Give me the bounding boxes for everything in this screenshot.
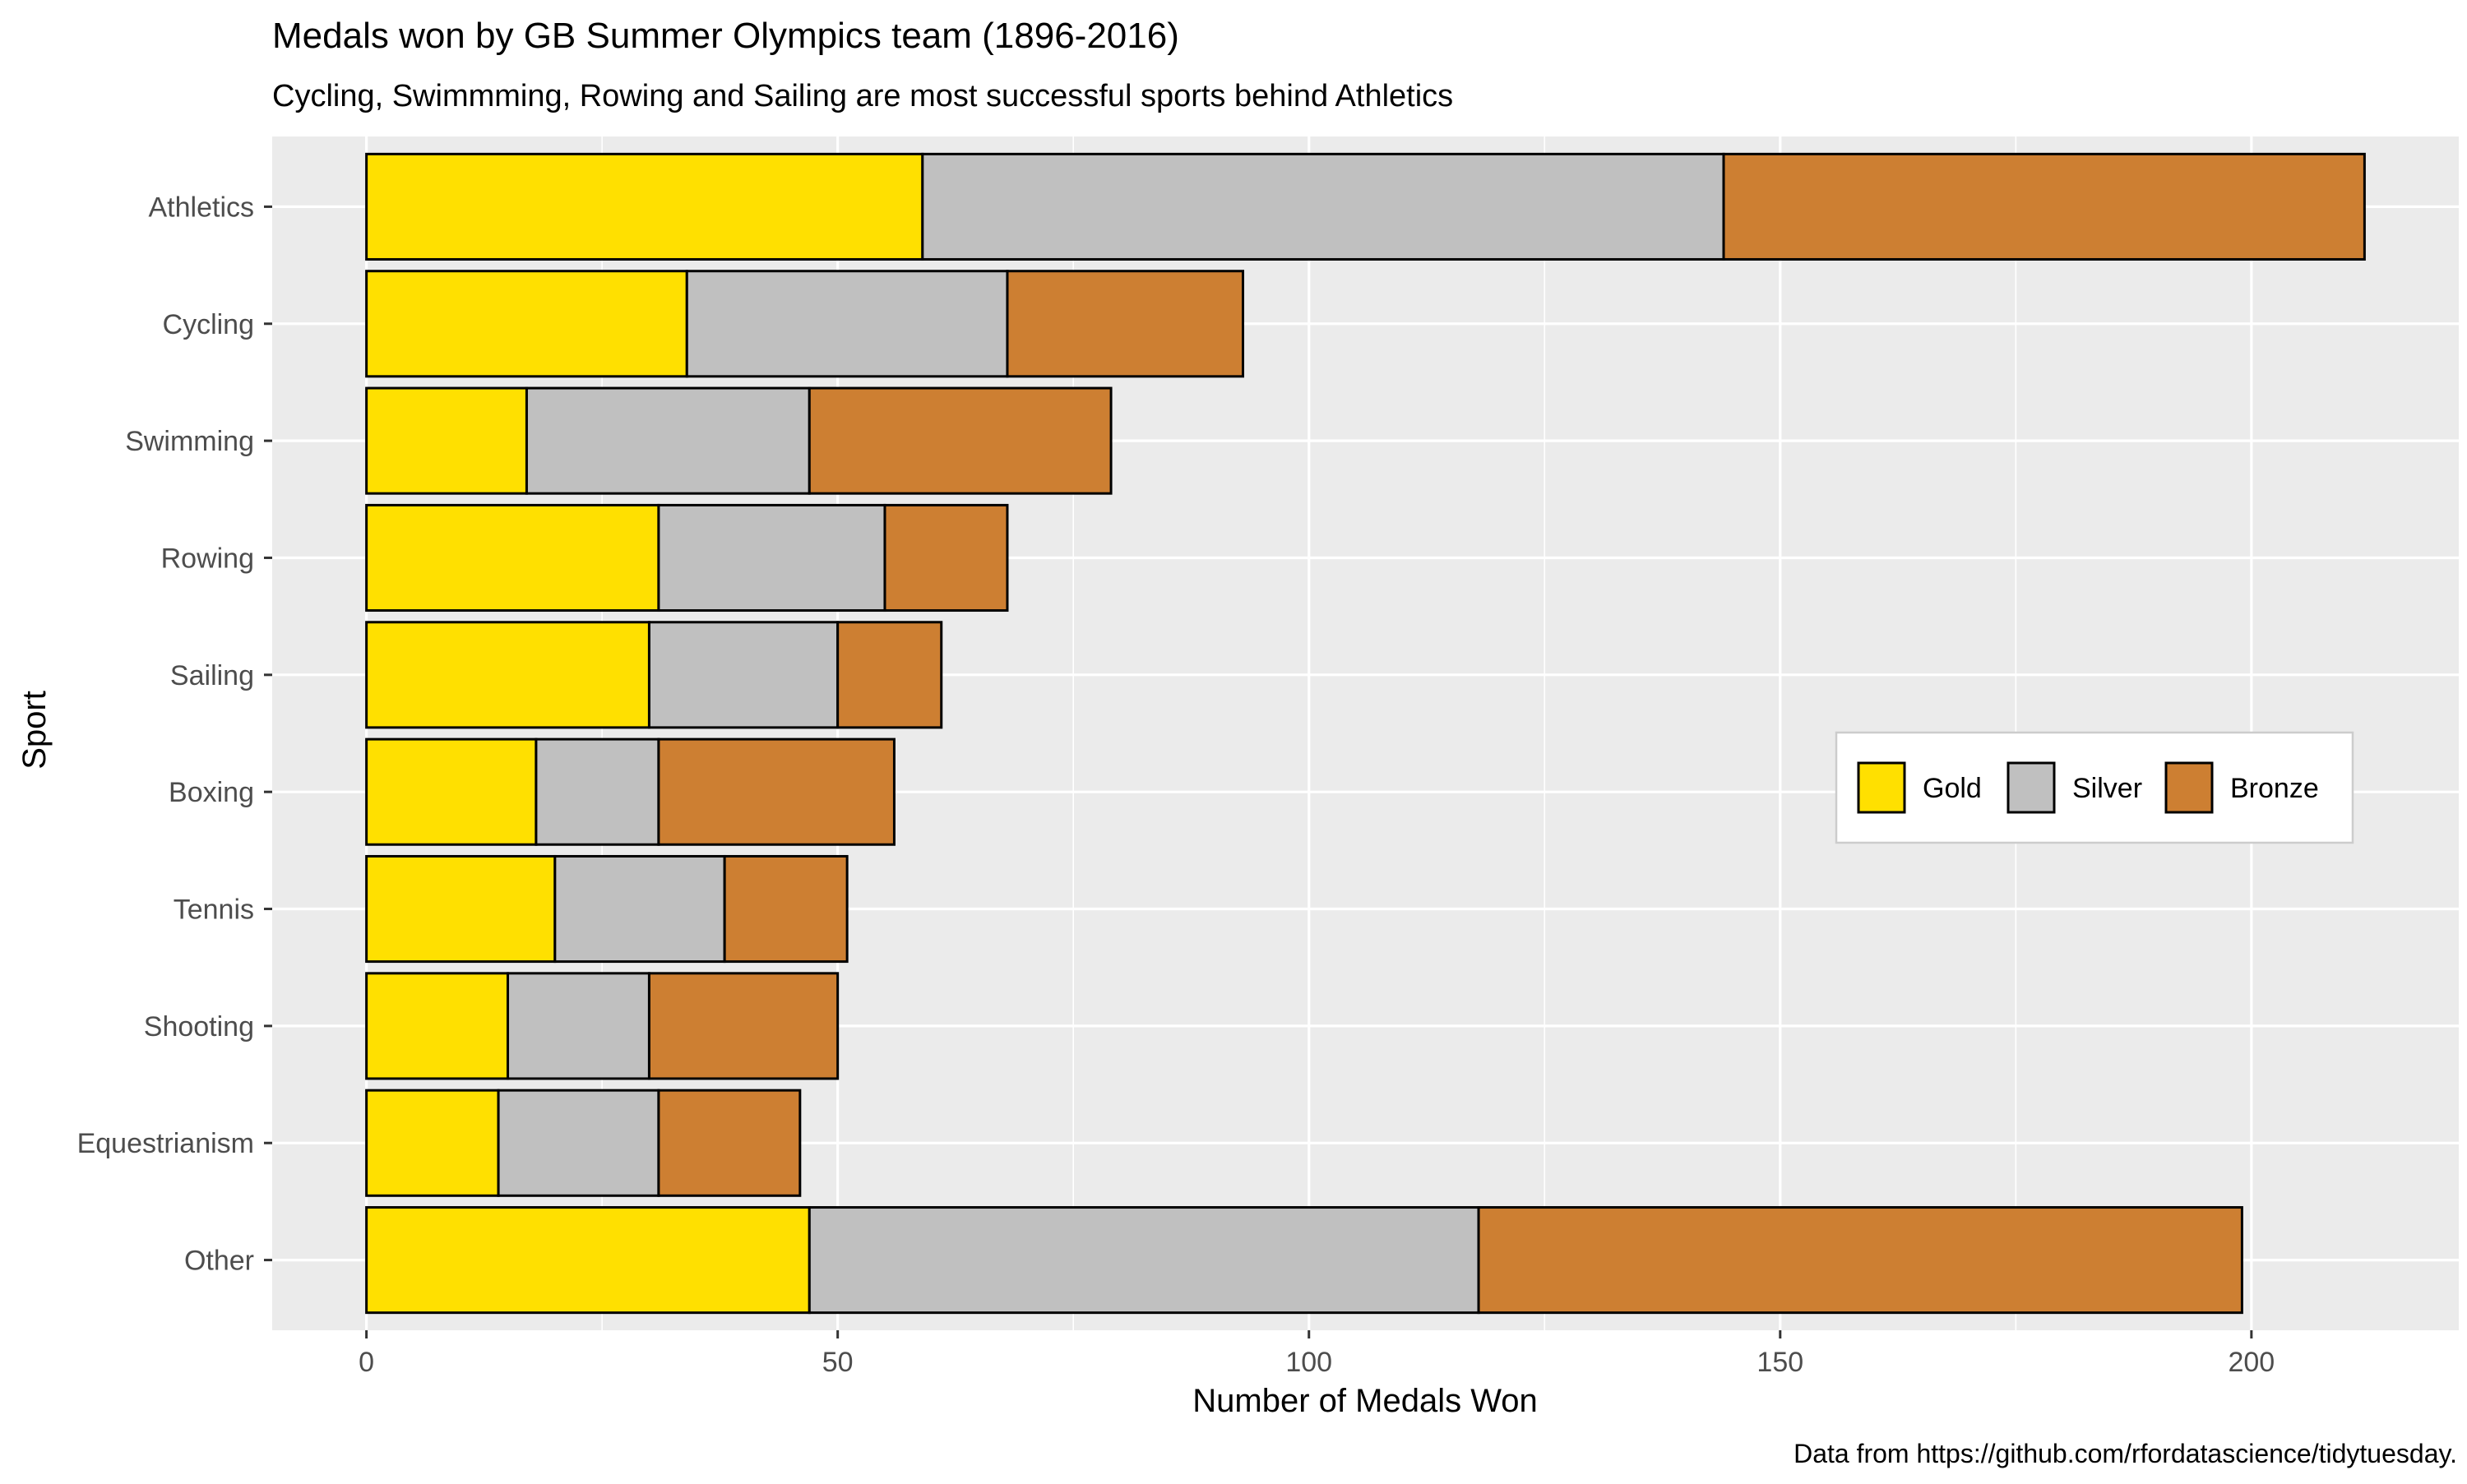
bar-sailing-silver bbox=[647, 621, 840, 729]
bar-sailing-bronze bbox=[836, 621, 943, 729]
bar-swimming-gold bbox=[365, 386, 528, 495]
bar-cycling-gold bbox=[365, 270, 688, 378]
bar-cycling-bronze bbox=[1006, 270, 1245, 378]
bar-shooting-bronze bbox=[647, 972, 840, 1080]
x-tick-label: 50 bbox=[822, 1347, 854, 1378]
bar-tennis-gold bbox=[365, 854, 557, 964]
y-tick-label: Swimming bbox=[125, 426, 254, 457]
y-tick-label: Cycling bbox=[163, 309, 254, 340]
bar-equestrianism-bronze bbox=[657, 1089, 802, 1197]
x-tick-label: 150 bbox=[1757, 1347, 1803, 1378]
x-tick-label: 200 bbox=[2228, 1347, 2275, 1378]
legend-label-gold: Gold bbox=[1923, 773, 1982, 804]
bar-rowing-bronze bbox=[883, 503, 1009, 613]
bar-shooting-silver bbox=[507, 972, 650, 1080]
legend-key-gold bbox=[1857, 761, 1906, 814]
y-axis: Athletics Cycling Swimming Rowing Sailing Box… bbox=[77, 192, 272, 1277]
x-axis: 0 50 100 150 200 bbox=[359, 1330, 2275, 1378]
bar-rowing-gold bbox=[365, 503, 660, 613]
x-tick-label: 0 bbox=[359, 1347, 374, 1378]
bar-other-silver bbox=[808, 1206, 1480, 1315]
bar-swimming-silver bbox=[525, 386, 811, 495]
bars-layer bbox=[365, 152, 2366, 1315]
bar-athletics-gold bbox=[365, 152, 924, 261]
y-tick-label: Sailing bbox=[170, 660, 254, 691]
y-tick-label: Rowing bbox=[161, 543, 254, 574]
bar-swimming-bronze bbox=[808, 386, 1113, 495]
bar-sailing-gold bbox=[365, 621, 650, 729]
bar-boxing-gold bbox=[365, 737, 538, 846]
y-tick-label: Athletics bbox=[149, 192, 255, 223]
y-tick-label: Other bbox=[184, 1246, 254, 1277]
legend-label-silver: Silver bbox=[2072, 773, 2142, 804]
y-tick-label: Equestrianism bbox=[77, 1128, 254, 1159]
bar-tennis-bronze bbox=[723, 854, 849, 964]
y-tick-label: Tennis bbox=[174, 895, 254, 926]
bar-rowing-silver bbox=[657, 503, 886, 613]
y-tick-label: Shooting bbox=[144, 1011, 254, 1042]
x-tick-label: 100 bbox=[1285, 1347, 1332, 1378]
bar-equestrianism-gold bbox=[365, 1089, 500, 1197]
bar-shooting-gold bbox=[365, 972, 510, 1080]
chart-title: Medals won by GB Summer Olympics team (1… bbox=[272, 16, 1179, 56]
legend-label-bronze: Bronze bbox=[2230, 773, 2319, 804]
bar-boxing-bronze bbox=[657, 737, 896, 846]
legend-key-silver bbox=[2006, 761, 2056, 814]
legend: Gold Silver Bronze bbox=[1835, 731, 2354, 844]
legend-box bbox=[1835, 731, 2354, 844]
bar-boxing-silver bbox=[535, 737, 660, 846]
bar-other-gold bbox=[365, 1206, 811, 1315]
bar-other-bronze bbox=[1477, 1206, 2243, 1315]
y-tick-label: Boxing bbox=[169, 777, 254, 808]
chart-caption: Data from https://github.com/rfordatasci… bbox=[1794, 1439, 2457, 1468]
x-axis-label: Number of Medals Won bbox=[1192, 1383, 1537, 1419]
chart-subtitle: Cycling, Swimmming, Rowing and Sailing a… bbox=[272, 79, 1453, 113]
bar-tennis-silver bbox=[553, 854, 726, 964]
bar-cycling-silver bbox=[685, 270, 1009, 378]
bar-athletics-silver bbox=[921, 152, 1725, 261]
bar-athletics-bronze bbox=[1722, 152, 2366, 261]
legend-key-bronze bbox=[2164, 761, 2214, 814]
bar-equestrianism-silver bbox=[497, 1089, 660, 1197]
y-axis-label: Sport bbox=[16, 691, 53, 770]
